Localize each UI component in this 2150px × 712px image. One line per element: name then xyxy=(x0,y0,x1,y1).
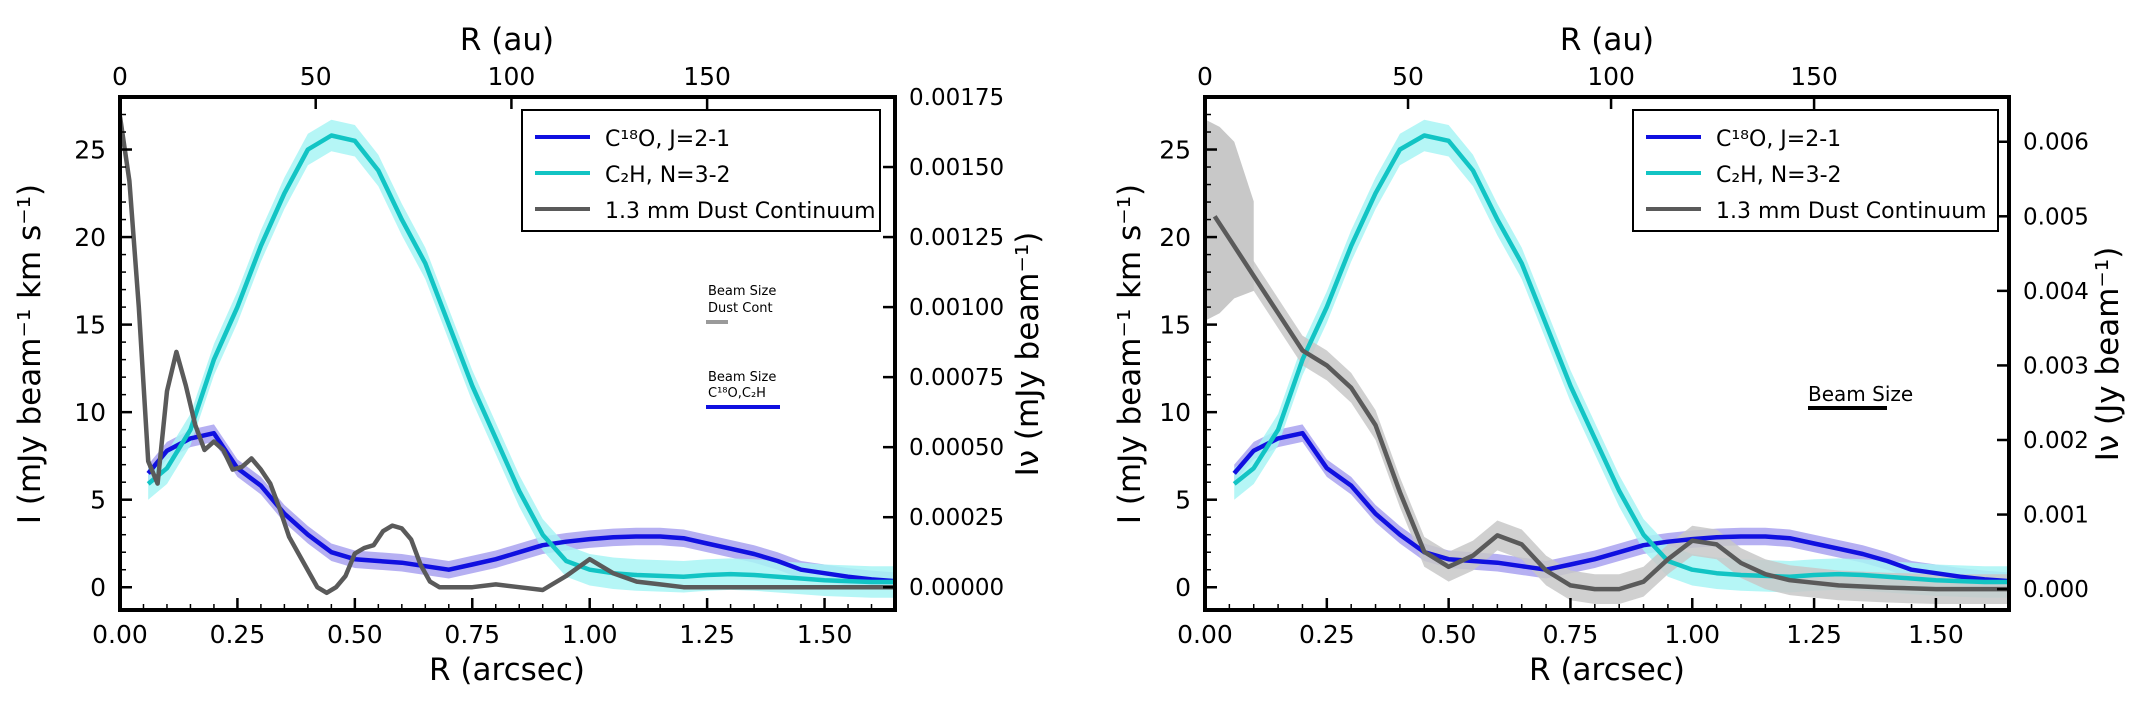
y2-tick-label: 0.000 xyxy=(2023,577,2089,603)
x-tick-label: 0.50 xyxy=(1421,620,1477,649)
top-tick-label: 150 xyxy=(1790,62,1838,91)
y-tick-label: 0 xyxy=(90,573,106,602)
top-tick-label: 100 xyxy=(1587,62,1635,91)
axes-frame-left xyxy=(118,95,897,612)
x-tick-label: 1.50 xyxy=(1908,620,1964,649)
plot-area-right xyxy=(1205,119,2009,605)
ticks-right: 0.00 0.25 0.50 0.75 1.00 1.25 1.50 0 50 100 150 0 5 1… xyxy=(1159,62,2089,649)
y2-tick-label: 0.00050 xyxy=(909,435,1004,461)
y2-tick-label: 0.00000 xyxy=(909,575,1004,601)
x-tick-label: 1.00 xyxy=(562,620,618,649)
y2-tick-label: 0.001 xyxy=(2023,503,2089,529)
y-tick-label: 10 xyxy=(74,398,106,427)
y2-tick-label: 0.00025 xyxy=(909,505,1004,531)
legend-label-dust-r: 1.3 mm Dust Continuum xyxy=(1716,199,1987,224)
x-tick-label: 0.25 xyxy=(1299,620,1355,649)
top-axis-label-right: R (au) xyxy=(1560,22,1654,58)
x-tick-label: 0.75 xyxy=(1543,620,1599,649)
y2-tick-label: 0.00075 xyxy=(909,365,1004,391)
y-tick-label: 25 xyxy=(1159,136,1191,165)
x-tick-label: 1.00 xyxy=(1664,620,1720,649)
beam-dust-line2: Dust Cont xyxy=(708,301,773,316)
band-c2h xyxy=(148,119,895,598)
top-tick-label: 50 xyxy=(1392,62,1424,91)
y2-tick-label: 0.00175 xyxy=(909,85,1004,111)
line-c18o xyxy=(1232,430,2009,584)
y-tick-label: 25 xyxy=(74,136,106,165)
panel-left: 0.00 0.25 0.50 0.75 1.00 1.25 1.50 0 50 100 150 0 5 1… xyxy=(12,22,1046,688)
y-tick-label: 5 xyxy=(1175,486,1191,515)
beam-annotation-r: Beam Size xyxy=(1808,382,1913,410)
top-tick-label: 0 xyxy=(112,62,128,91)
line-c2h xyxy=(1232,133,2009,585)
line-c18o xyxy=(146,430,895,584)
y2-tick-label: 0.002 xyxy=(2023,428,2089,454)
series-group xyxy=(1205,119,2009,605)
x-tick-label: 1.25 xyxy=(679,620,735,649)
series-group xyxy=(120,116,895,598)
band-c2h xyxy=(1234,119,2009,598)
legend-left: C¹⁸O, J=2-1 C₂H, N=3-2 1.3 mm Dust Conti… xyxy=(521,109,881,232)
y-tick-label: 20 xyxy=(1159,223,1191,252)
x-tick-label: 0.25 xyxy=(210,620,266,649)
y-axis-label-left: I (mJy beam⁻¹ km s⁻¹) xyxy=(12,184,48,524)
y-tick-label: 10 xyxy=(1159,398,1191,427)
line-dust xyxy=(1212,215,2009,592)
line-dust xyxy=(120,116,895,596)
y-tick-label: 0 xyxy=(1175,573,1191,602)
plot-area-left xyxy=(120,116,895,598)
beam-annotation-dust: Beam Size Dust Cont xyxy=(706,284,776,324)
y2-axis-label-left: Iν (mJy beam⁻¹) xyxy=(1010,232,1046,477)
y2-tick-label: 0.004 xyxy=(2023,279,2089,305)
x-tick-label: 0.50 xyxy=(327,620,383,649)
y2-axis-label-right: Iν (Jy beam⁻¹) xyxy=(2090,247,2126,462)
y-tick-label: 15 xyxy=(1159,311,1191,340)
axes-frame-right xyxy=(1203,95,2011,612)
y-axis-label-right: I (mJy beam⁻¹ km s⁻¹) xyxy=(1112,184,1148,524)
x-tick-label: 1.50 xyxy=(797,620,853,649)
top-axis-label-left: R (au) xyxy=(460,22,554,58)
top-tick-label: 50 xyxy=(300,62,332,91)
ticks-left: 0.00 0.25 0.50 0.75 1.00 1.25 1.50 0 50 100 150 0 5 1… xyxy=(74,62,1004,649)
top-tick-label: 100 xyxy=(488,62,536,91)
top-tick-label: 0 xyxy=(1197,62,1213,91)
x-tick-label: 1.25 xyxy=(1786,620,1842,649)
line-c2h xyxy=(146,133,895,585)
y2-tick-label: 0.00150 xyxy=(909,155,1004,181)
legend-label-c2h: C₂H, N=3-2 xyxy=(605,163,731,188)
y2-tick-label: 0.00100 xyxy=(909,295,1004,321)
y2-tick-label: 0.00125 xyxy=(909,225,1004,251)
beam-lines-line1: Beam Size xyxy=(708,370,776,385)
x-axis-label-right: R (arcsec) xyxy=(1529,652,1685,688)
x-tick-label: 0.75 xyxy=(444,620,500,649)
top-tick-label: 150 xyxy=(683,62,731,91)
y-tick-label: 15 xyxy=(74,311,106,340)
x-tick-label: 0.00 xyxy=(92,620,148,649)
y-tick-label: 5 xyxy=(90,486,106,515)
band-c18o xyxy=(148,424,895,590)
beam-lines-line2: C¹⁸O,C₂H xyxy=(708,386,766,401)
legend-right: C¹⁸O, J=2-1 C₂H, N=3-2 1.3 mm Dust Conti… xyxy=(1632,109,1999,232)
beam-annotation-lines: Beam Size C¹⁸O,C₂H xyxy=(706,370,780,409)
legend-label-dust: 1.3 mm Dust Continuum xyxy=(605,199,876,224)
y2-tick-label: 0.006 xyxy=(2023,130,2089,156)
legend-label-c18o: C¹⁸O, J=2-1 xyxy=(605,127,730,152)
x-tick-label: 0.00 xyxy=(1177,620,1233,649)
beam-dust-line1: Beam Size xyxy=(708,284,776,299)
legend-label-c18o-r: C¹⁸O, J=2-1 xyxy=(1716,127,1841,152)
panel-right: 0.00 0.25 0.50 0.75 1.00 1.25 1.50 0 50 100 150 0 5 1… xyxy=(1112,22,2126,688)
y-tick-label: 20 xyxy=(74,223,106,252)
legend-label-c2h-r: C₂H, N=3-2 xyxy=(1716,163,1842,188)
y2-tick-label: 0.005 xyxy=(2023,204,2089,230)
x-axis-label-left: R (arcsec) xyxy=(429,652,585,688)
y2-tick-label: 0.003 xyxy=(2023,353,2089,379)
beam-r-label: Beam Size xyxy=(1808,382,1913,406)
